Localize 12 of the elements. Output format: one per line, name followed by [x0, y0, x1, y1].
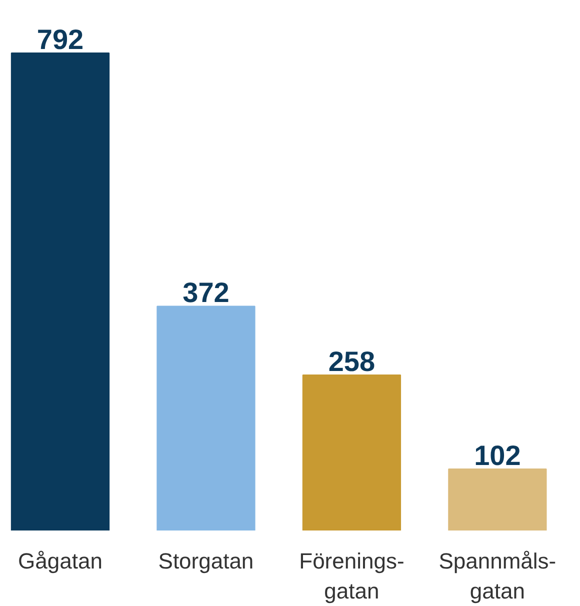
data-label: 372: [182, 277, 230, 308]
bar: [302, 374, 402, 530]
bar: [10, 52, 110, 530]
x-tick-label: Gågatan: [18, 548, 102, 574]
bar: [156, 306, 256, 530]
x-tick-label: Förenings- gatan: [299, 548, 404, 604]
data-label: 792: [36, 24, 84, 56]
bar: [448, 468, 547, 530]
x-tick-label: Spannmåls- gatan: [438, 548, 556, 604]
x-tick-label: Storgatan: [158, 548, 254, 574]
data-label: 102: [474, 440, 521, 472]
data-label: 258: [328, 346, 376, 377]
